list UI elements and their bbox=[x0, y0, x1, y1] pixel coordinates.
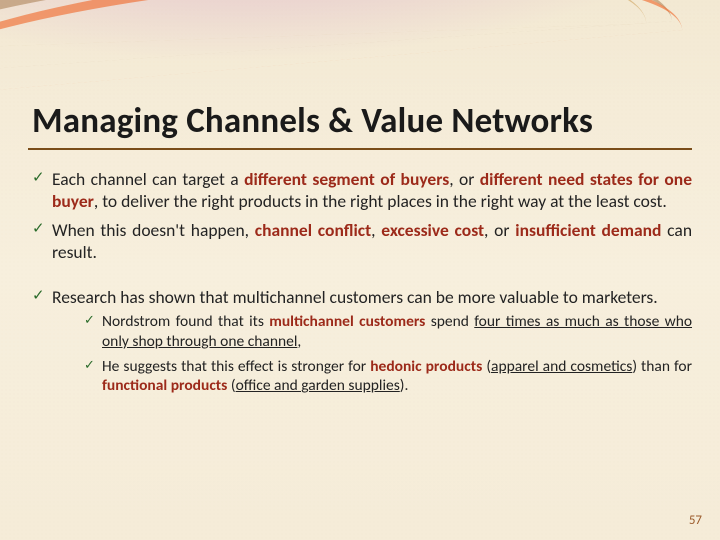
bullet-3: Research has shown that multichannel cus… bbox=[30, 286, 692, 397]
emphasis: multichannel customers bbox=[269, 312, 425, 331]
text: ( bbox=[227, 376, 235, 395]
text: , bbox=[297, 332, 301, 351]
text: ). bbox=[400, 376, 409, 395]
content-area: Managing Channels & Value Networks Each … bbox=[28, 100, 692, 402]
underline: office and garden supplies bbox=[236, 376, 400, 395]
text: ) than for bbox=[632, 357, 692, 376]
underline: apparel and cosmetics bbox=[491, 357, 632, 376]
spacer bbox=[28, 270, 692, 286]
text: Nordstrom found that its bbox=[102, 312, 269, 331]
emphasis: excessive cost bbox=[381, 219, 484, 241]
swoosh-brown bbox=[0, 0, 672, 78]
swoosh-orange bbox=[0, 0, 682, 102]
text: He suggests that this effect is stronger… bbox=[102, 357, 370, 376]
sub-bullet-1: Nordstrom found that its multichannel cu… bbox=[82, 312, 692, 352]
text: Each channel can target a bbox=[52, 168, 244, 190]
text: When this doesn't happen, bbox=[52, 219, 255, 241]
emphasis: hedonic products bbox=[370, 357, 482, 376]
text: ( bbox=[482, 357, 491, 376]
emphasis: functional products bbox=[102, 376, 227, 395]
swoosh-pink bbox=[0, 0, 720, 83]
sub-bullet-list: Nordstrom found that its multichannel cu… bbox=[52, 312, 692, 396]
sub-bullet-2: He suggests that this effect is stronger… bbox=[82, 357, 692, 397]
bullet-1: Each channel can target a different segm… bbox=[30, 168, 692, 213]
page-number: 57 bbox=[689, 513, 702, 528]
emphasis: insufficient demand bbox=[515, 219, 661, 241]
text: Research has shown that multichannel cus… bbox=[52, 286, 658, 308]
bullet-list: Each channel can target a different segm… bbox=[28, 168, 692, 264]
slide: Managing Channels & Value Networks Each … bbox=[0, 0, 720, 540]
text: , bbox=[371, 219, 381, 241]
slide-title: Managing Channels & Value Networks bbox=[28, 100, 692, 150]
bullet-list-2: Research has shown that multichannel cus… bbox=[28, 286, 692, 397]
text: , or bbox=[484, 219, 515, 241]
emphasis: channel conflict bbox=[255, 219, 371, 241]
text: , or bbox=[449, 168, 480, 190]
text: , to deliver the right products in the r… bbox=[94, 190, 667, 212]
text: spend bbox=[425, 312, 474, 331]
emphasis: different segment of buyers bbox=[244, 168, 449, 190]
bullet-2: When this doesn't happen, channel confli… bbox=[30, 219, 692, 264]
swoosh-beige bbox=[0, 0, 646, 52]
